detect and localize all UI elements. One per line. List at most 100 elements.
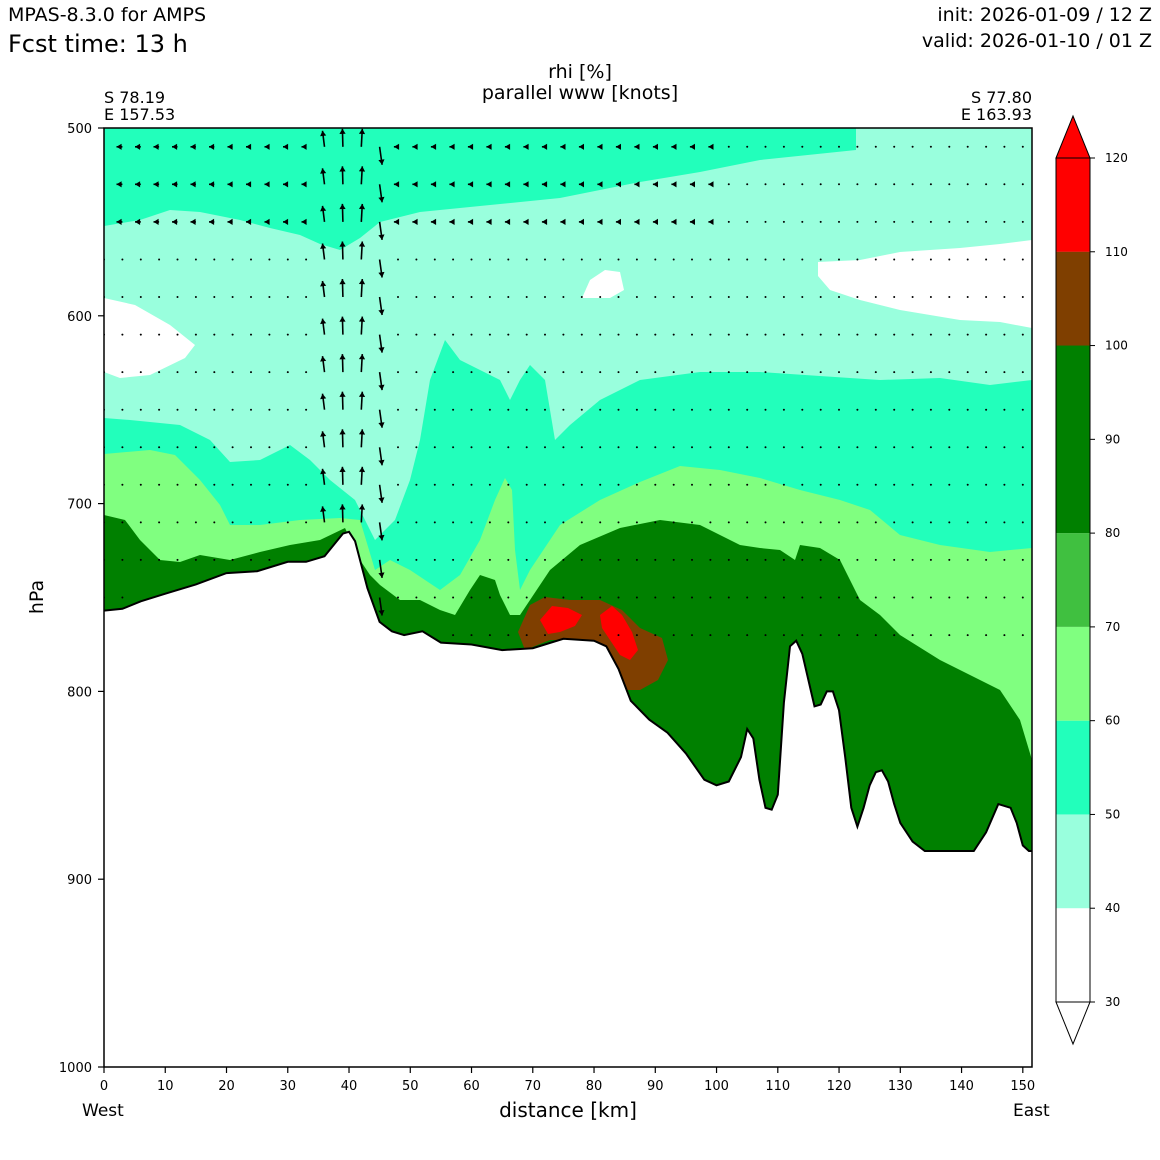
wind-vector <box>893 220 896 223</box>
wind-vector <box>672 634 675 637</box>
wind-vector <box>948 446 951 449</box>
wind-vector <box>449 181 455 188</box>
wind-vector <box>305 371 308 374</box>
wind-vector <box>213 446 216 449</box>
wind-vector <box>121 596 124 599</box>
colorbar-tick-label: 110 <box>1105 245 1128 259</box>
wind-vector <box>838 634 840 637</box>
wind-vector <box>507 446 510 449</box>
wind-vector <box>819 183 822 186</box>
wind-vector <box>874 558 877 561</box>
wind-vector <box>268 408 271 411</box>
wind-vector <box>911 408 914 411</box>
wind-vector <box>985 634 988 637</box>
wind-vector <box>948 634 951 637</box>
wind-vector <box>856 558 859 561</box>
wind-vector <box>504 218 511 225</box>
wind-vector <box>599 521 602 524</box>
wind-vector <box>709 371 712 374</box>
wind-vector <box>507 333 510 336</box>
wind-vector <box>158 521 161 524</box>
wind-vector <box>433 408 436 411</box>
wind-vector <box>507 521 510 524</box>
wind-vector <box>764 483 767 486</box>
wind-vector <box>525 258 528 261</box>
wind-vector <box>305 408 308 411</box>
wind-vector <box>985 408 988 411</box>
wind-vector <box>966 634 969 637</box>
x-tick-label: 120 <box>827 1079 852 1094</box>
wind-vector <box>213 408 216 411</box>
wind-vector <box>488 446 491 449</box>
wind-vector <box>856 634 859 637</box>
wind-vector <box>504 143 511 150</box>
wind-vector <box>782 371 785 374</box>
wind-vector <box>433 333 436 336</box>
rhi-band-50-60-upper <box>104 128 856 250</box>
wind-vector <box>708 181 714 188</box>
wind-vector <box>782 408 785 411</box>
x-tick-label: 20 <box>218 1079 235 1094</box>
wind-vector <box>893 145 896 148</box>
wind-vector <box>209 181 215 188</box>
start-longitude: E 157.53 <box>104 105 176 124</box>
wind-vector <box>617 333 620 336</box>
wind-vector <box>378 447 385 466</box>
wind-vector <box>397 333 399 336</box>
wind-vector <box>158 333 161 336</box>
wind-vector <box>139 558 142 561</box>
parallel-wind-vectors <box>104 128 1024 637</box>
wind-vector <box>929 483 932 486</box>
wind-vector <box>194 408 197 411</box>
wind-vector <box>339 241 346 260</box>
y-axis-ticks: 500 600 700 800 900 1000 <box>59 122 104 1076</box>
colorbar-band <box>1056 158 1090 252</box>
wind-vector <box>709 408 712 411</box>
wind-vector <box>801 483 804 486</box>
wind-vector <box>727 521 730 524</box>
wind-vector <box>397 521 399 524</box>
wind-vector <box>727 333 730 336</box>
wind-vector <box>801 145 804 148</box>
wind-vector <box>1003 220 1006 223</box>
wind-vector <box>617 408 620 411</box>
wind-vector <box>874 145 877 148</box>
wind-vector <box>525 596 528 599</box>
wind-vector <box>948 483 951 486</box>
wind-vector <box>709 483 712 486</box>
wind-vector <box>689 181 695 188</box>
wind-vector <box>523 143 529 150</box>
wind-vector <box>1021 371 1024 374</box>
wind-vector <box>893 371 896 374</box>
wind-vector <box>929 634 932 637</box>
wind-vector <box>672 333 675 336</box>
wind-vector <box>746 145 749 148</box>
wind-vector <box>158 296 161 298</box>
wind-vector <box>470 371 473 374</box>
wind-vector <box>856 596 859 599</box>
wind-vector <box>727 220 730 223</box>
wind-vector <box>654 258 657 261</box>
wind-vector <box>358 316 366 335</box>
wind-vector <box>562 408 565 411</box>
wind-vector <box>135 181 141 188</box>
wind-vector <box>893 558 896 561</box>
wind-vector <box>227 181 233 188</box>
wind-vector <box>139 446 142 449</box>
wind-vector <box>397 446 399 449</box>
wind-vector <box>339 391 346 410</box>
wind-vector <box>617 371 620 374</box>
wind-vector <box>250 446 252 449</box>
wind-vector <box>320 280 327 298</box>
wind-vector <box>544 446 546 449</box>
wind-vector <box>250 483 252 486</box>
wind-vector <box>378 334 385 353</box>
wind-vector <box>874 521 877 524</box>
wind-vector <box>691 371 693 374</box>
wind-vector <box>838 183 840 186</box>
wind-vector <box>635 296 638 298</box>
wind-vector <box>782 220 785 223</box>
wind-vector <box>782 145 785 148</box>
wind-vector <box>985 145 988 148</box>
wind-vector <box>562 258 565 261</box>
